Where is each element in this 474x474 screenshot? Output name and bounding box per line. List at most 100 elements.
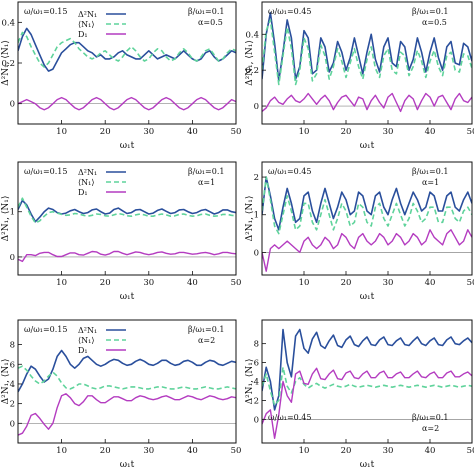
series-line-2: [18, 31, 236, 68]
annotation-freq: ω/ω₁=0.45: [268, 167, 311, 176]
x-tick-label: 20: [341, 446, 352, 456]
y-tick-label: 8: [254, 340, 259, 350]
x-tick-label: 10: [299, 278, 310, 288]
x-tick-label: 20: [100, 446, 111, 456]
annotation-alpha: α=1: [422, 178, 439, 187]
panel-5: 10 20 30 40 50 0 2 4 6 8 ω₁t Δ²N₁, ⟨N₁⟩ ω/ω₁=0.15 β/ω…: [1, 319, 242, 470]
y-tick-label: 0.2: [1, 59, 15, 69]
x-tick-label: 20: [341, 278, 352, 288]
legend-label: ⟨N₁⟩: [78, 178, 94, 187]
series-line-3: [262, 92, 472, 113]
panel-2: 10 20 30 40 50 0 0.2 0.4 ω₁t Δ²N₁, ⟨N₁⟩ ω/ω₁=0.45 β…: [245, 1, 474, 151]
legend-label: D₁: [78, 30, 88, 39]
y-axis-label: Δ²N₁, ⟨N₁⟩: [245, 196, 255, 242]
legend-label: ⟨N₁⟩: [78, 20, 94, 29]
y-tick-label: 6: [254, 359, 259, 369]
x-axis-label: ω₁t: [120, 292, 135, 302]
legend-label: Δ²N₁: [78, 168, 97, 177]
y-tick-label: 0: [10, 100, 15, 110]
annotation-freq: ω/ω₁=0.15: [24, 7, 67, 16]
x-tick-label: 40: [187, 278, 198, 288]
annotation-beta: β/ω₁=0.1: [188, 167, 224, 176]
x-tick-label: 30: [383, 278, 394, 288]
x-tick-label: 50: [231, 278, 242, 288]
y-tick-label: 0.2: [245, 66, 259, 76]
series-line-1: [262, 176, 472, 231]
x-tick-label: 10: [56, 127, 67, 137]
panel-6: 10 20 30 40 50 0 2 4 6 8 ω₁t Δ²N₁, ⟨N₁⟩ ω/ω₁=0.45 β/ω…: [245, 319, 474, 470]
legend-label: ⟨N₁⟩: [78, 336, 94, 345]
legend-label: Δ²N₁: [78, 326, 97, 335]
annotation-freq: ω/ω₁=0.45: [268, 413, 311, 422]
annotation-beta: β/ω₁=0.1: [188, 325, 224, 334]
annotation-beta: β/ω₁=0.1: [412, 413, 448, 422]
plot-frame: [261, 161, 473, 276]
x-tick-label: 30: [143, 446, 154, 456]
x-tick-label: 30: [143, 278, 154, 288]
x-axis-label: ω₁t: [120, 141, 135, 151]
x-tick-label: 50: [467, 446, 474, 456]
y-tick-label: 0.4: [1, 18, 15, 28]
x-tick-label: 40: [425, 127, 436, 137]
series-line-1: [18, 349, 236, 393]
series-line-1: [18, 199, 236, 223]
x-tick-label: 40: [425, 278, 436, 288]
legend-label: Δ²N₁: [78, 10, 97, 19]
annotation-beta: β/ω₁=0.1: [188, 7, 224, 16]
y-tick-label: 2: [254, 173, 259, 183]
panel-3: 10 20 30 40 50 0 1 ω₁t Δ²N₁, ⟨N₁⟩ ω/ω₁=0.15 β/ω₁=0…: [1, 161, 242, 302]
series-line-2: [18, 365, 236, 390]
x-tick-label: 20: [100, 278, 111, 288]
y-axis-label: Δ²N₁, ⟨N₁⟩: [1, 196, 11, 242]
y-axis-label: Δ²N₁, ⟨N₁⟩: [245, 40, 255, 86]
x-tick-label: 40: [187, 127, 198, 137]
plot-frame: [261, 1, 473, 125]
x-axis-label: ω₁t: [360, 141, 375, 151]
annotation-freq: ω/ω₁=0.15: [24, 167, 67, 176]
series-line-3: [262, 229, 472, 272]
x-tick-label: 10: [56, 446, 67, 456]
series-line-3: [18, 393, 236, 436]
panel-4: 10 20 30 40 50 0 1 2 ω₁t Δ²N₁, ⟨N₁⟩ ω/ω₁=0.45 β/ω₁=…: [245, 161, 474, 302]
series-line-1: [262, 328, 472, 411]
series-line-3: [18, 96, 236, 111]
x-tick-label: 40: [187, 446, 198, 456]
series-line-3: [18, 250, 236, 263]
y-tick-label: 0: [10, 253, 15, 263]
series-line-2: [262, 19, 472, 86]
x-tick-label: 50: [231, 127, 242, 137]
annotation-alpha: α=2: [198, 336, 215, 345]
y-tick-label: 0: [254, 102, 259, 112]
y-axis-label: Δ²N₁, ⟨N₁⟩: [245, 359, 255, 405]
y-tick-label: 0.4: [245, 30, 259, 40]
x-tick-label: 10: [299, 127, 310, 137]
x-tick-label: 50: [231, 446, 242, 456]
plot-frame: [17, 161, 237, 276]
y-axis-label: Δ²N₁, ⟨N₁⟩: [1, 359, 11, 405]
annotation-beta: β/ω₁=0.1: [412, 167, 448, 176]
y-tick-label: 0: [254, 248, 259, 258]
x-tick-label: 50: [467, 127, 474, 137]
legend-label: D₁: [78, 346, 88, 355]
series-line-3: [262, 367, 472, 439]
y-tick-label: 0: [254, 415, 259, 425]
y-tick-label: 8: [10, 341, 15, 351]
y-tick-label: 1: [10, 208, 15, 218]
series-line-1: [18, 27, 236, 72]
legend-label: D₁: [78, 188, 88, 197]
plot-frame: [17, 319, 237, 444]
y-tick-label: 0: [10, 419, 15, 429]
y-tick-label: 4: [254, 378, 259, 388]
annotation-alpha: α=0.5: [198, 18, 223, 27]
x-axis-label: ω₁t: [360, 460, 375, 470]
x-tick-label: 20: [100, 127, 111, 137]
y-tick-label: 2: [254, 396, 259, 406]
x-tick-label: 20: [341, 127, 352, 137]
annotation-alpha: α=2: [422, 424, 439, 433]
x-tick-label: 30: [383, 127, 394, 137]
y-tick-label: 4: [10, 380, 15, 390]
y-tick-label: 1: [254, 211, 259, 221]
panel-1: 10 20 30 40 50 0 0.2 0.4 ω₁t Δ²N₁, ⟨N₁⟩ ω/ω₁=0.15 β…: [1, 1, 242, 151]
annotation-freq: ω/ω₁=0.15: [24, 325, 67, 334]
